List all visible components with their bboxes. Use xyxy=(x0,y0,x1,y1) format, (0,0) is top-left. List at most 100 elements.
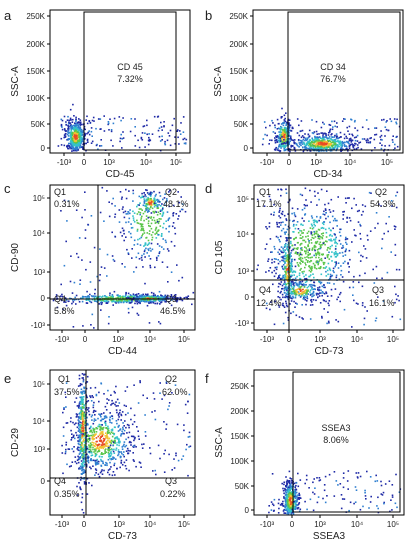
event-dot-d xyxy=(352,286,355,289)
event-dot-c xyxy=(147,220,150,222)
event-dot-e xyxy=(107,469,110,471)
event-dot-d xyxy=(289,288,292,290)
event-dot-e xyxy=(117,430,120,432)
event-dot-e xyxy=(111,449,113,451)
event-dot-e xyxy=(105,443,107,445)
event-dot-c xyxy=(99,211,102,214)
event-dot-b xyxy=(317,142,319,144)
event-dot-d xyxy=(301,253,303,256)
event-dot-c xyxy=(139,211,142,214)
event-dot-d xyxy=(326,269,329,272)
event-dot-a xyxy=(163,121,165,123)
event-dot-a xyxy=(82,148,84,150)
event-dot-d xyxy=(293,290,295,292)
y-tick-label-d: -10³ xyxy=(235,319,250,328)
event-dot-c xyxy=(161,246,163,248)
event-dot-b xyxy=(326,142,328,145)
event-dot-d xyxy=(273,245,276,248)
x-tick-label-a: 10³ xyxy=(103,158,115,167)
event-dot-a xyxy=(74,140,76,143)
event-dot-b xyxy=(352,145,354,148)
event-dot-d xyxy=(352,281,355,283)
event-dot-a xyxy=(68,121,70,124)
event-dot-d xyxy=(286,269,288,271)
event-dot-e xyxy=(79,431,81,434)
event-dot-c xyxy=(119,231,122,234)
quadrant-name-c: Q1 xyxy=(54,187,66,197)
event-dot-b xyxy=(355,143,357,145)
event-dot-e xyxy=(80,418,82,420)
event-dot-e xyxy=(118,439,120,441)
event-dot-b xyxy=(355,147,358,150)
event-dot-b xyxy=(323,146,326,149)
event-dot-d xyxy=(395,206,398,209)
event-dot-d xyxy=(325,217,327,220)
event-dot-c xyxy=(92,295,95,297)
event-dot-e xyxy=(92,404,95,406)
event-dot-e xyxy=(75,462,78,465)
event-dot-c xyxy=(98,303,101,305)
event-dot-b xyxy=(278,141,281,143)
event-dot-c xyxy=(160,235,163,237)
event-dot-a xyxy=(179,133,182,135)
event-dot-a xyxy=(107,122,110,125)
event-dot-e xyxy=(131,423,134,426)
event-dot-a xyxy=(82,123,84,126)
event-dot-c xyxy=(185,296,187,299)
event-dot-a xyxy=(71,134,74,136)
event-dot-d xyxy=(279,292,282,294)
event-dot-c xyxy=(162,238,164,240)
event-dot-a xyxy=(82,140,84,143)
event-dot-c xyxy=(157,211,160,214)
event-dot-c xyxy=(60,283,62,286)
event-dot-b xyxy=(271,119,273,122)
event-dot-b xyxy=(330,148,333,151)
event-dot-d xyxy=(309,227,312,229)
event-dot-c xyxy=(172,214,174,217)
event-dot-d xyxy=(285,231,287,233)
event-dot-d xyxy=(381,247,383,250)
event-dot-c xyxy=(192,291,195,294)
event-dot-a xyxy=(68,145,70,147)
event-dot-d xyxy=(311,217,314,219)
event-dot-d xyxy=(316,230,318,233)
event-dot-c xyxy=(144,295,146,297)
event-dot-d xyxy=(318,256,320,259)
event-dot-e xyxy=(82,446,84,448)
event-dot-a xyxy=(70,139,72,142)
event-dot-e xyxy=(79,423,81,426)
event-dot-b xyxy=(301,129,304,132)
event-dot-c xyxy=(111,297,113,299)
event-dot-e xyxy=(99,432,102,435)
event-dot-d xyxy=(290,274,292,277)
event-dot-c xyxy=(162,297,165,300)
event-dot-a xyxy=(91,135,93,137)
event-dot-c xyxy=(166,248,169,250)
event-dot-e xyxy=(90,429,93,432)
event-dot-a xyxy=(69,131,71,134)
event-dot-b xyxy=(380,138,382,141)
event-dot-d xyxy=(317,192,319,194)
event-dot-b xyxy=(283,147,285,150)
event-dot-c xyxy=(116,296,119,299)
quadrant-value-d: 16.1% xyxy=(369,298,395,308)
event-dot-a xyxy=(74,148,76,151)
event-dot-e xyxy=(121,464,124,466)
event-dot-a xyxy=(79,141,82,144)
event-dot-e xyxy=(123,455,125,458)
event-dot-e xyxy=(89,387,92,389)
event-dot-e xyxy=(117,441,119,444)
event-dot-e xyxy=(80,392,83,394)
event-dot-d xyxy=(359,225,362,227)
event-dot-a xyxy=(74,137,76,140)
event-dot-d xyxy=(286,255,289,258)
event-dot-d xyxy=(318,237,321,240)
event-dot-c xyxy=(144,249,146,251)
event-dot-c xyxy=(81,259,83,261)
event-dot-b xyxy=(384,135,386,137)
event-dot-e xyxy=(107,389,109,392)
event-dot-d xyxy=(291,260,293,262)
event-dot-d xyxy=(327,262,330,265)
event-dot-b xyxy=(300,130,302,132)
event-dot-b xyxy=(277,139,279,142)
